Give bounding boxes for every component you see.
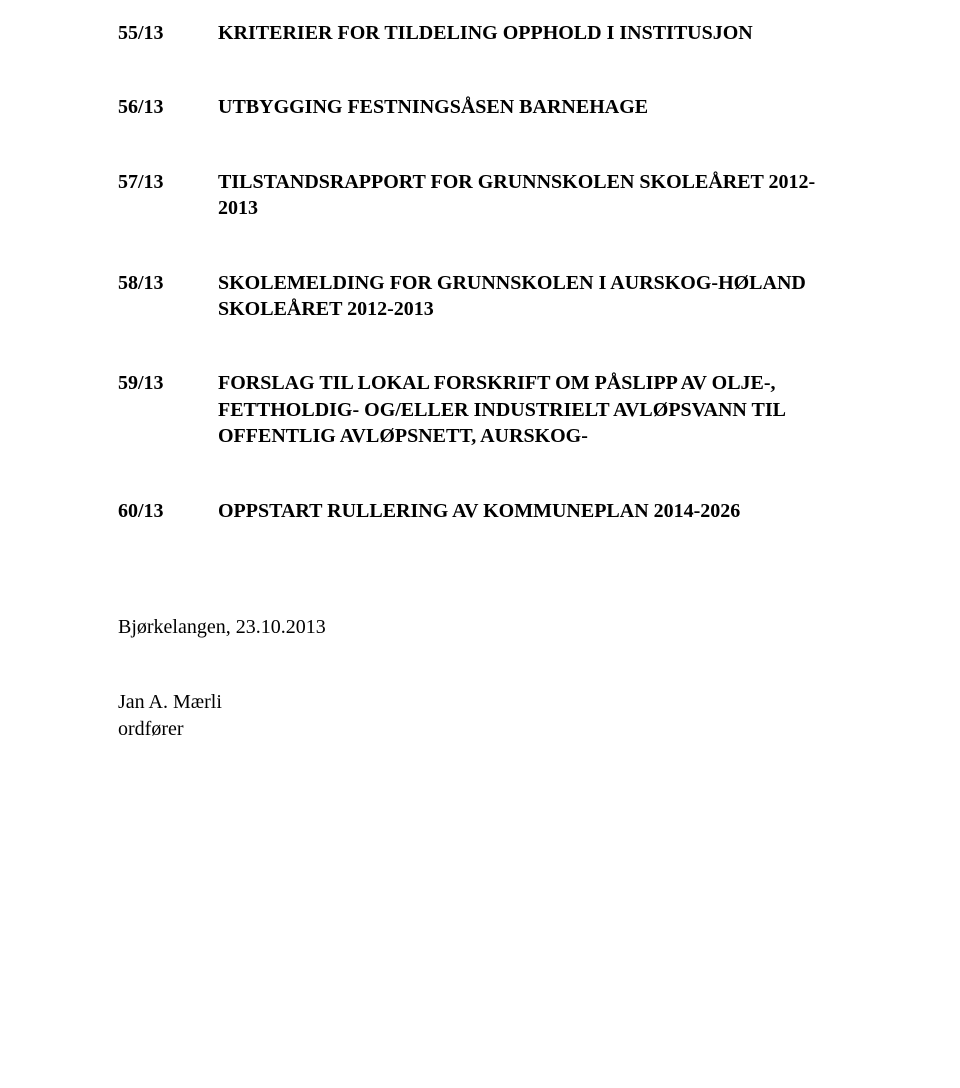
agenda-item: 56/13 UTBYGGING FESTNINGSÅSEN BARNEHAGE — [118, 94, 842, 120]
signer-name: Jan A. Mærli — [118, 689, 842, 716]
item-number: 58/13 — [118, 270, 218, 296]
agenda-item: 59/13 FORSLAG TIL LOKAL FORSKRIFT OM PÅS… — [118, 370, 842, 449]
item-number: 57/13 — [118, 169, 218, 195]
item-title: FORSLAG TIL LOKAL FORSKRIFT OM PÅSLIPP A… — [218, 370, 842, 449]
document-page: 55/13 KRITERIER FOR TILDELING OPPHOLD I … — [0, 0, 960, 1088]
item-title: TILSTANDSRAPPORT FOR GRUNNSKOLEN SKOLEÅR… — [218, 169, 842, 222]
item-title: SKOLEMELDING FOR GRUNNSKOLEN I AURSKOG-H… — [218, 270, 842, 323]
agenda-item: 60/13 OPPSTART RULLERING AV KOMMUNEPLAN … — [118, 498, 842, 524]
agenda-item: 58/13 SKOLEMELDING FOR GRUNNSKOLEN I AUR… — [118, 270, 842, 323]
item-number: 55/13 — [118, 20, 218, 46]
place-date: Bjørkelangen, 23.10.2013 — [118, 614, 842, 641]
item-title: UTBYGGING FESTNINGSÅSEN BARNEHAGE — [218, 94, 842, 120]
item-title: OPPSTART RULLERING AV KOMMUNEPLAN 2014-2… — [218, 498, 842, 524]
item-number: 56/13 — [118, 94, 218, 120]
document-footer: Bjørkelangen, 23.10.2013 Jan A. Mærli or… — [118, 614, 842, 743]
item-number: 60/13 — [118, 498, 218, 524]
agenda-item: 55/13 KRITERIER FOR TILDELING OPPHOLD I … — [118, 20, 842, 46]
item-title: KRITERIER FOR TILDELING OPPHOLD I INSTIT… — [218, 20, 842, 46]
signer-role: ordfører — [118, 716, 842, 743]
agenda-item: 57/13 TILSTANDSRAPPORT FOR GRUNNSKOLEN S… — [118, 169, 842, 222]
item-number: 59/13 — [118, 370, 218, 396]
